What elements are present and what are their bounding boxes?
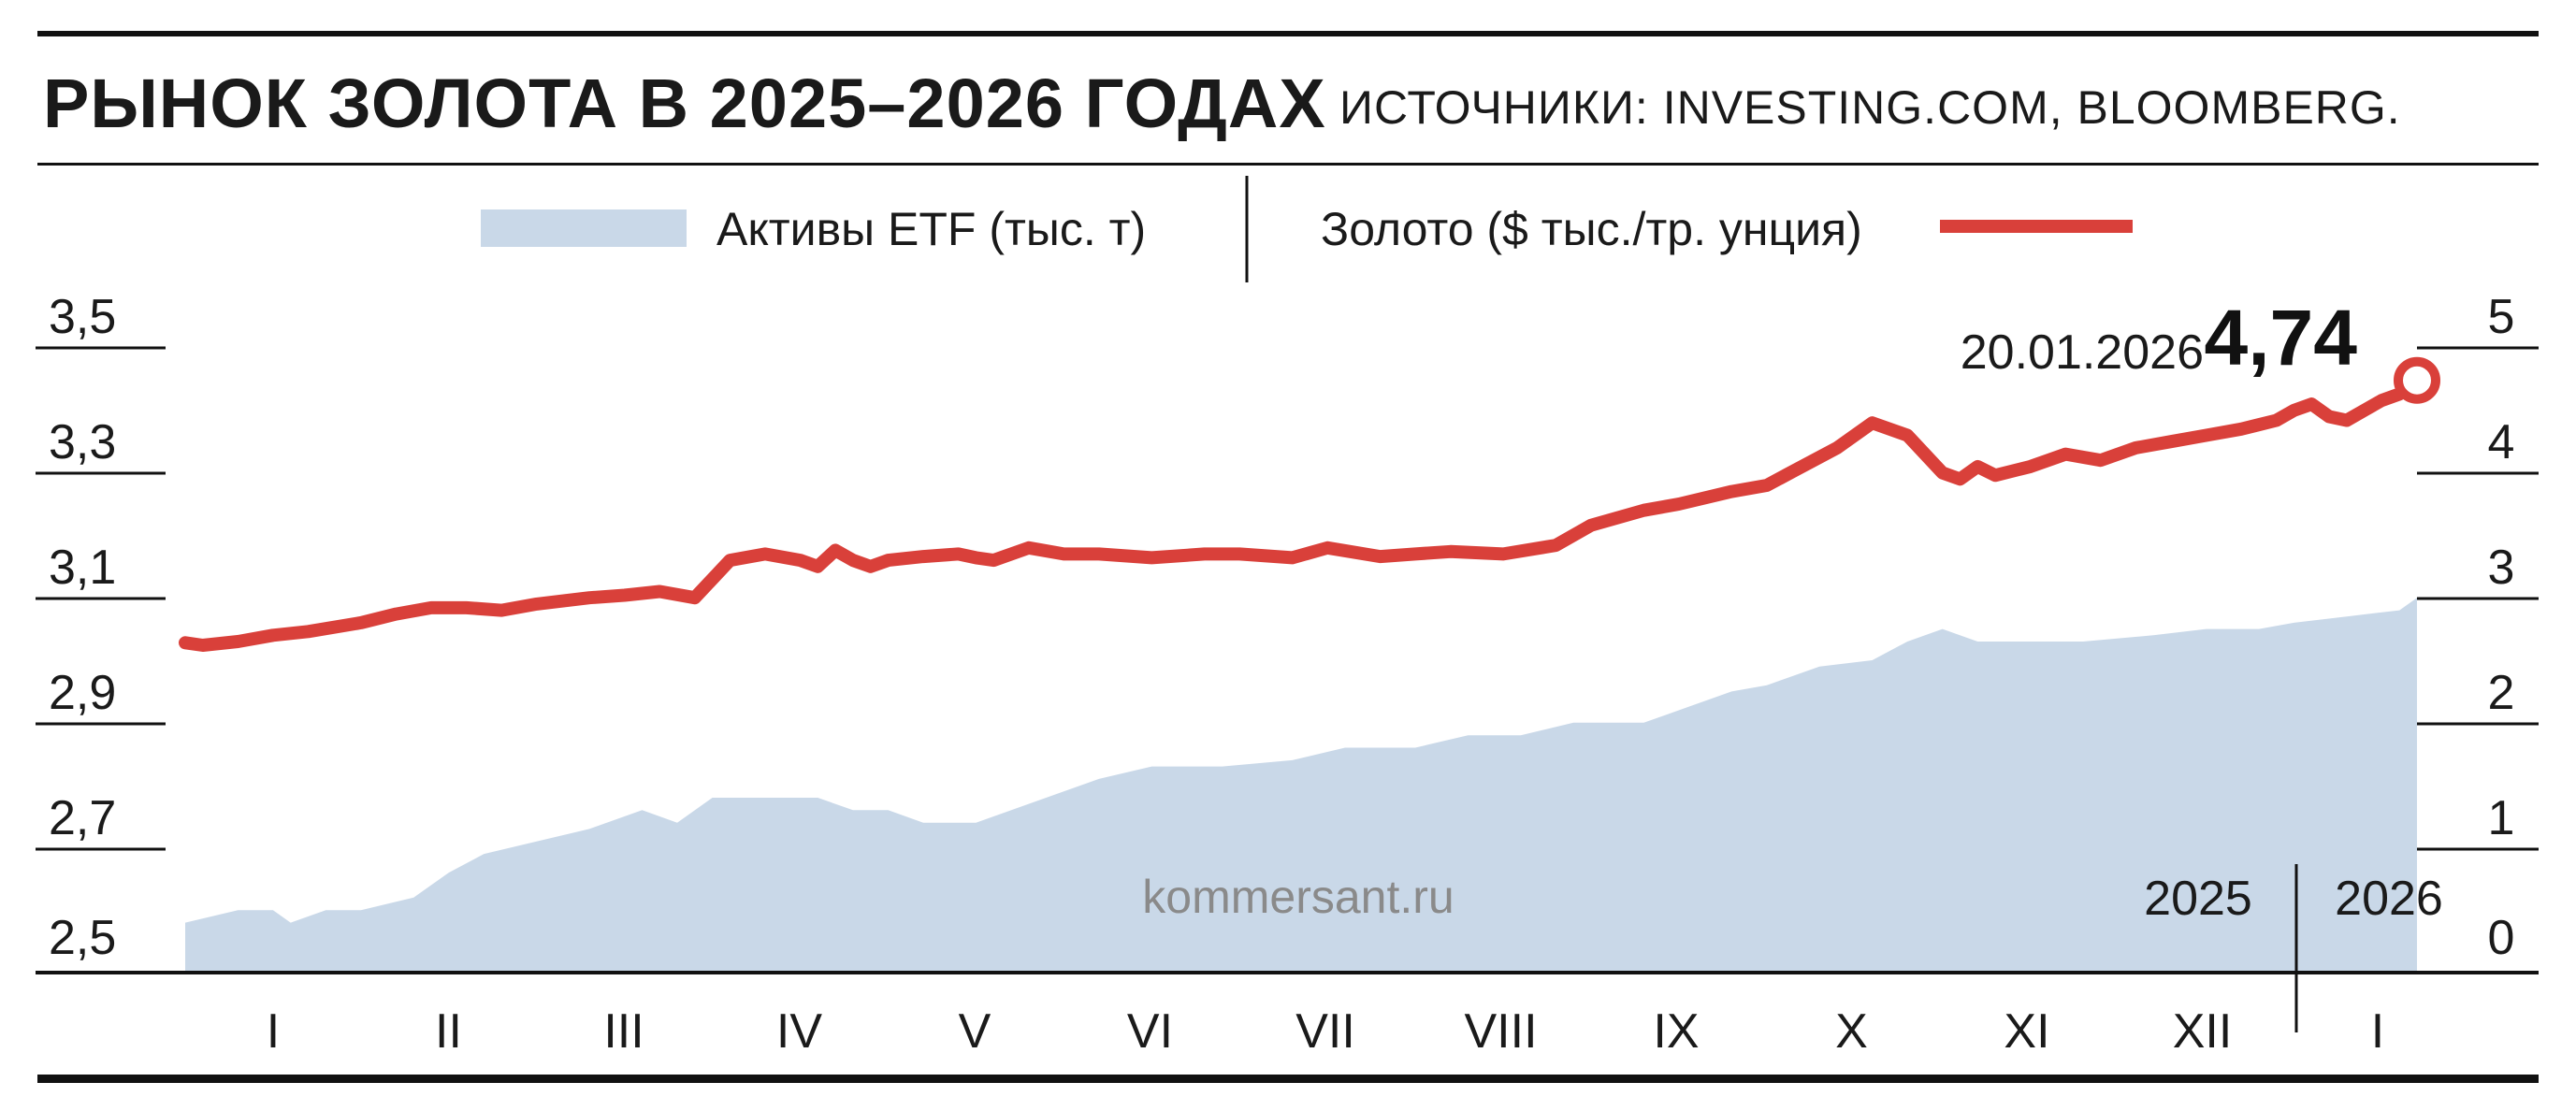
right-tick-label: 0 [2488, 911, 2515, 965]
left-tick-label: 2,9 [49, 666, 116, 720]
right-tick-label: 1 [2488, 791, 2515, 845]
watermark: kommersant.ru [1142, 871, 1454, 923]
right-tick-label: 4 [2488, 415, 2515, 469]
chart-title: РЫНОК ЗОЛОТА В 2025–2026 ГОДАХ [43, 65, 1326, 142]
chart-source: ИСТОЧНИКИ: INVESTING.COM, BLOOMBERG. [1339, 81, 2401, 134]
legend-etf-label: Активы ETF (тыс. т) [716, 203, 1146, 255]
month-label: XI [2004, 1004, 2049, 1059]
month-label: XII [2173, 1004, 2233, 1059]
month-label: I [267, 1004, 280, 1059]
bottom-rule [37, 1075, 2539, 1083]
month-label: I [2371, 1004, 2384, 1059]
left-tick-label: 3,3 [49, 415, 116, 469]
month-label: IV [776, 1004, 822, 1059]
annotation-date: 20.01.2026 [1961, 325, 2204, 380]
month-label: IX [1653, 1004, 1699, 1059]
right-tick-label: 3 [2488, 541, 2515, 595]
annotation-value: 4,74 [2205, 294, 2358, 382]
left-tick-label: 2,5 [49, 911, 116, 965]
right-tick-label: 2 [2488, 666, 2515, 720]
month-label: VI [1127, 1004, 1173, 1059]
month-label: VII [1295, 1004, 1355, 1059]
legend-etf-swatch [481, 209, 687, 247]
gold-price-line [179, 373, 2424, 652]
x-axis-months: I II III IV V VI VII VIII IX X XI XII I [267, 1004, 2384, 1059]
month-label: V [959, 1004, 991, 1059]
gold-endpoint-marker [2394, 356, 2440, 404]
top-rule [37, 31, 2539, 36]
year-label-2026: 2026 [2335, 872, 2443, 926]
month-label: II [435, 1004, 462, 1059]
month-label: III [603, 1004, 644, 1059]
left-axis: 3,5 3,3 3,1 2,9 2,7 2,5 [36, 290, 166, 965]
legend-gold-label: Золото ($ тыс./тр. унция) [1321, 203, 1862, 255]
header-rule [37, 163, 2539, 166]
year-label-2025: 2025 [2144, 872, 2252, 926]
month-label: VIII [1464, 1004, 1537, 1059]
right-axis: 5 4 3 2 1 0 [2417, 290, 2539, 965]
left-tick-label: 3,1 [49, 541, 116, 595]
left-tick-label: 2,7 [49, 791, 116, 845]
left-tick-label: 3,5 [49, 290, 116, 344]
right-tick-label: 5 [2488, 290, 2515, 344]
etf-area-series [185, 598, 2417, 973]
month-label: X [1835, 1004, 1868, 1059]
